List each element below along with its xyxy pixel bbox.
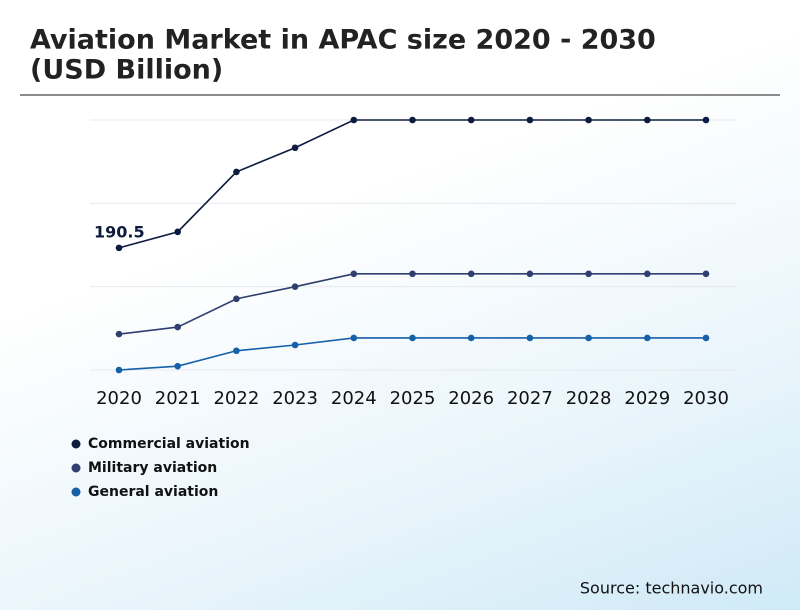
data-point [233,168,240,176]
data-point [644,116,651,124]
series-line [118,273,706,335]
data-point [115,366,123,374]
legend-label: Commercial aviation [88,436,250,452]
x-tick-label: 2027 [507,388,553,409]
x-tick-label: 2023 [272,388,318,409]
data-label: 190.5 [94,222,145,241]
data-point [585,116,592,124]
data-point [291,144,299,152]
data-point [350,270,358,278]
x-tick-label: 2028 [566,388,612,409]
data-point [702,116,710,124]
data-point [467,334,475,342]
data-point [409,270,416,278]
data-point [644,334,651,342]
legend-label: General aviation [88,484,218,500]
source: Source: technavio.com [580,579,763,598]
legend-marker [71,439,81,449]
series-line [118,337,706,371]
data-point [174,362,181,370]
data-point [174,323,181,331]
x-tick-label: 2030 [683,388,729,409]
data-point [585,270,592,278]
chart-subtitle: (USD Billion) [30,55,223,86]
data-point [233,295,240,303]
legend-label: Military aviation [88,460,217,476]
data-point [174,228,181,236]
data-point [350,116,358,124]
data-point [291,341,299,349]
data-point [115,330,123,338]
data-point [526,270,534,278]
x-tick-label: 2021 [155,388,201,409]
data-point [291,283,299,290]
data-point [115,244,123,252]
data-point [233,347,240,355]
legend-marker [71,463,81,473]
data-point [350,334,358,342]
x-tick-label: 2024 [331,388,377,409]
x-tick-label: 2022 [213,388,259,409]
x-tick-label: 2026 [448,388,494,409]
x-tick-label: 2025 [390,388,436,409]
data-point [526,334,534,342]
x-tick-label: 2029 [624,388,670,409]
data-point [467,116,475,124]
data-point [467,270,475,278]
data-point [702,334,710,342]
chart-title: Aviation Market in APAC size 2020 - 2030 [30,25,656,56]
data-point [644,270,651,278]
data-point [409,334,416,342]
data-point [526,116,534,124]
data-point [585,334,592,342]
x-tick-label: 2020 [96,388,142,409]
data-point [409,116,416,124]
series-line [118,119,706,249]
legend-marker [71,487,81,497]
data-point [702,270,710,278]
